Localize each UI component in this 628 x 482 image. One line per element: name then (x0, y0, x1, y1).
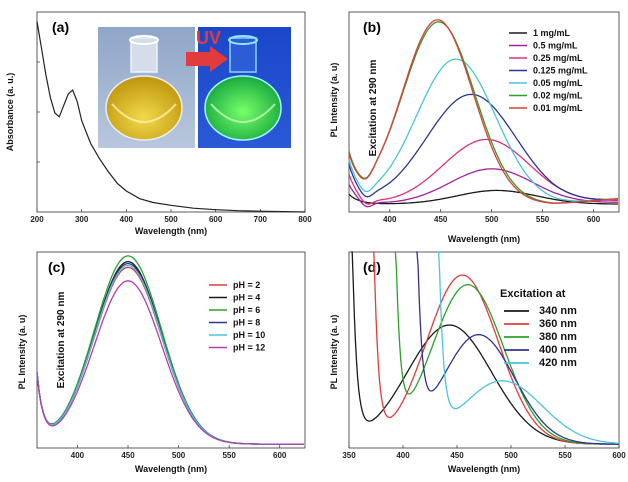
panel-d-ylabel: PL Intensity (a. u) (329, 315, 339, 390)
x-tick-label: 500 (164, 215, 178, 224)
x-tick-label: 550 (222, 451, 236, 460)
flask-green-icon (204, 35, 282, 141)
legend-label-b: 0.01 mg/mL (533, 103, 583, 113)
x-tick-label: 500 (172, 451, 186, 460)
panel-b-ylabel: PL Intensity (a. u) (329, 63, 339, 138)
panel-label-d: (d) (363, 259, 381, 275)
legend-label-c: pH = 2 (233, 280, 260, 290)
x-tick-label: 450 (434, 215, 448, 224)
panel-a-xlabel: Wavelength (nm) (135, 226, 207, 236)
x-tick-label: 200 (30, 215, 44, 224)
x-tick-label: 450 (121, 451, 135, 460)
legend-label-c: pH = 4 (233, 293, 260, 303)
series-line-d-2 (394, 251, 619, 445)
x-tick-label: 700 (254, 215, 268, 224)
series-line-d-0 (351, 251, 619, 445)
flask-photo-inset: UV (98, 27, 291, 148)
x-tick-label: 500 (485, 215, 499, 224)
series-line-b-4 (348, 58, 619, 202)
x-tick-label: 300 (75, 215, 89, 224)
series-line-b-2 (348, 138, 618, 205)
x-tick-label: 550 (558, 451, 572, 460)
x-tick-label: 450 (450, 451, 464, 460)
x-tick-label: 400 (396, 451, 410, 460)
panel-b-annotation: Excitation at 290 nm (368, 60, 379, 157)
x-tick-label: 600 (273, 451, 287, 460)
panel-b-xlabel: Wavelength (nm) (448, 234, 520, 244)
series-line-b-3 (348, 93, 618, 201)
series-line-b-6 (348, 19, 619, 204)
legend-label-d: 420 nm (539, 357, 577, 369)
legend-label-d: 360 nm (539, 318, 577, 330)
legend-label-c: pH = 12 (233, 343, 265, 353)
x-tick-label: 400 (71, 451, 85, 460)
x-tick-label: 500 (504, 451, 518, 460)
series-line-d-1 (372, 251, 619, 445)
legend-label-b: 0.02 mg/mL (533, 91, 583, 101)
legend-label-c: pH = 8 (233, 318, 260, 328)
legend-label-b: 0.125 mg/mL (533, 66, 588, 76)
legend-label-b: 0.5 mg/mL (533, 41, 578, 51)
x-tick-label: 400 (120, 215, 134, 224)
panel-label-b: (b) (363, 19, 381, 35)
panel-label-c: (c) (48, 259, 65, 275)
panel-a-ylabel: Absorbance (a. u.) (5, 73, 15, 152)
legend-label-d: 340 nm (539, 305, 577, 317)
panel-d-legend-title: Excitation at (500, 288, 566, 300)
legend-label-c: pH = 6 (233, 305, 260, 315)
panel-c-frame (36, 251, 306, 449)
legend-label-b: 0.05 mg/mL (533, 78, 583, 88)
series-line-c-1 (36, 260, 304, 445)
panel-c-annotation: Excitation at 290 nm (56, 292, 67, 389)
panel-b-frame (348, 11, 620, 213)
series-line-c-5 (36, 280, 304, 445)
legend-label-b: 1 mg/mL (533, 28, 571, 38)
x-tick-label: 600 (209, 215, 223, 224)
series-line-d-4 (437, 251, 620, 444)
x-tick-label: 800 (298, 215, 312, 224)
legend-label-b: 0.25 mg/mL (533, 53, 583, 63)
panel-label-a: (a) (52, 19, 69, 35)
uv-arrow-icon (186, 46, 228, 72)
legend-label-d: 400 nm (539, 344, 577, 356)
panel-c-xlabel: Wavelength (nm) (135, 464, 207, 474)
series-line-a-0 (36, 21, 306, 213)
x-tick-label: 550 (536, 215, 550, 224)
series-line-b-1 (348, 168, 618, 208)
series-line-c-3 (36, 262, 304, 445)
panel-d-xlabel: Wavelength (nm) (448, 464, 520, 474)
series-line-c-4 (36, 264, 304, 445)
x-tick-label: 600 (612, 451, 626, 460)
x-tick-label: 350 (342, 451, 356, 460)
x-tick-label: 400 (383, 215, 397, 224)
series-line-d-3 (416, 251, 619, 445)
legend-label-d: 380 nm (539, 331, 577, 343)
panel-d-frame (348, 251, 620, 449)
flask-yellow-icon (105, 35, 183, 141)
x-tick-label: 600 (587, 215, 601, 224)
legend-label-c: pH = 10 (233, 330, 265, 340)
panel-c-ylabel: PL Intensity (a. u) (17, 315, 27, 390)
uv-arrow-label: UV (196, 28, 221, 48)
series-line-c-0 (36, 266, 304, 445)
